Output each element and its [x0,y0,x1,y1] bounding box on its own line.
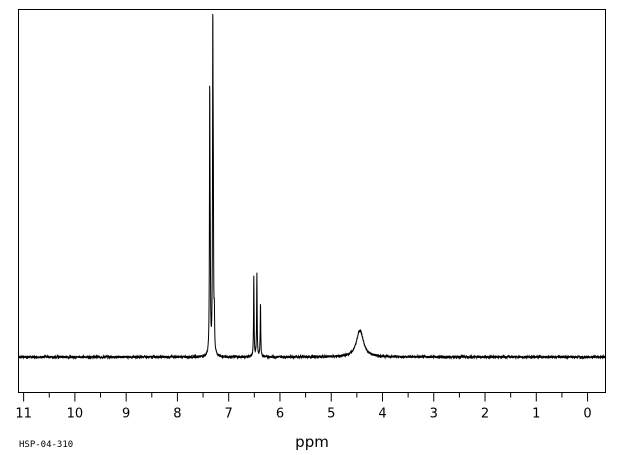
x-tick-label: 0 [583,407,591,422]
spectrum-code-label: HSP-04-310 [19,440,73,450]
x-axis-ticks: 11 10 9 8 7 6 5 4 3 2 1 0 [15,392,592,422]
x-tick-label: 9 [122,407,130,422]
x-tick-label: 6 [276,407,284,422]
plot-frame [18,9,606,393]
x-tick-label: 7 [225,407,233,422]
x-tick-label: 8 [173,407,181,422]
spectrum-series [18,14,606,361]
x-tick-label: 10 [67,407,84,422]
x-tick-label: 2 [481,407,489,422]
x-axis-title: ppm [295,433,329,451]
spectrum-trace [18,14,606,361]
x-tick-label: 5 [327,407,335,422]
x-tick-label: 4 [378,407,386,422]
x-tick-label: 3 [430,407,438,422]
x-tick-label: 11 [15,407,32,422]
x-tick-label: 1 [532,407,540,422]
